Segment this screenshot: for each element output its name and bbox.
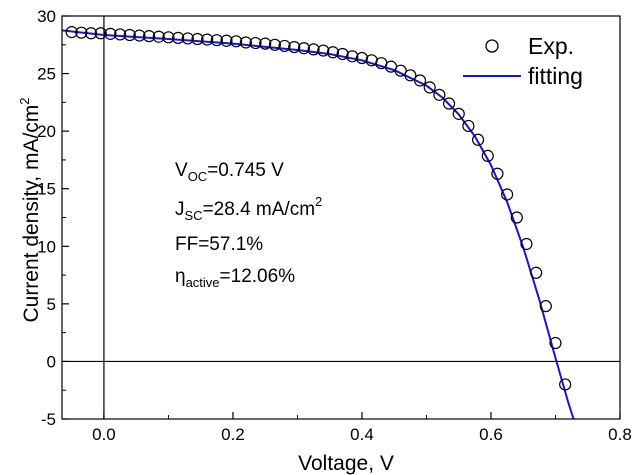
exp-data-point: [297, 42, 311, 55]
annotation-voc: VOC=0.745 V: [175, 160, 284, 184]
exp-data-point: [133, 29, 146, 42]
axis-tick-labels: 0.0 0.2 0.4 0.6 0.8 -5 0 5 10 15 20 25 30: [37, 7, 632, 444]
annotation-voc-main: V: [175, 160, 188, 181]
fitting-line: [61, 29, 575, 420]
annotation-jsc: JSC=28.4 mA/cm2: [175, 194, 322, 223]
y-axis-title: Current density, mA/cm2: [17, 97, 43, 322]
x-tick-label: 0.6: [479, 425, 503, 444]
exp-data-point: [452, 107, 465, 120]
exp-data-point: [210, 34, 223, 47]
y-tick-label: 15: [37, 180, 56, 199]
annotation-eta: ηactive=12.06%: [175, 266, 295, 290]
exp-series: [65, 26, 572, 391]
exp-data-point: [123, 28, 136, 42]
exp-data-point: [346, 50, 359, 63]
annotation-eta-value: =12.06%: [220, 266, 296, 287]
x-tick-label: 0.4: [350, 425, 374, 444]
y-axis-title-main: Current density, mA/cm: [20, 105, 43, 323]
legend: Exp. fitting: [463, 33, 583, 89]
exp-data-point: [239, 36, 252, 49]
exp-data-point: [104, 27, 117, 40]
exp-data-point: [268, 38, 281, 51]
exp-data-point: [191, 32, 204, 46]
exp-data-point: [162, 31, 175, 44]
y-axis-title-sup: 2: [17, 97, 32, 104]
annotation-block: VOC=0.745 V JSC=28.4 mA/cm2 FF=57.1% ηac…: [175, 160, 322, 290]
exp-data-point: [65, 26, 78, 39]
legend-fit-label: fitting: [528, 63, 583, 89]
legend-exp-marker: [485, 39, 499, 53]
reference-lines: [62, 16, 620, 419]
exp-data-point: [94, 27, 107, 40]
exp-data-point: [413, 74, 427, 87]
exp-data-point: [442, 97, 456, 110]
exp-data-point: [307, 43, 320, 56]
exp-data-point: [336, 47, 349, 61]
exp-data-point: [462, 119, 475, 133]
y-tick-label: 30: [37, 7, 56, 26]
annotation-eta-sub: active: [186, 275, 220, 290]
exp-data-point: [278, 39, 291, 53]
exp-data-point: [249, 36, 262, 50]
x-tick-label: 0.0: [92, 425, 116, 444]
exp-data-point: [549, 336, 562, 350]
exp-data-point: [491, 167, 504, 180]
legend-exp-label: Exp.: [528, 33, 574, 59]
exp-data-point: [501, 188, 514, 201]
exp-data-point: [559, 378, 572, 391]
y-tick-label: 20: [37, 122, 56, 141]
exp-data-point: [181, 32, 194, 45]
exp-data-point: [326, 46, 340, 59]
annotation-voc-value: =0.745 V: [207, 160, 284, 181]
exp-data-point: [481, 149, 494, 162]
exp-data-point: [355, 51, 369, 65]
y-tick-label: -5: [41, 410, 56, 429]
exp-data-point: [142, 30, 156, 43]
exp-data-point: [394, 64, 407, 77]
y-tick-label: 5: [47, 295, 56, 314]
x-axis-title: Voltage, V: [298, 452, 394, 475]
annotation-voc-sub: OC: [188, 169, 208, 184]
exp-data-point: [520, 237, 533, 251]
exp-data-point: [75, 26, 88, 39]
fitting-series: [61, 29, 575, 420]
annotation-ff: FF=57.1%: [175, 234, 263, 255]
exp-data-point: [152, 30, 165, 43]
annotation-jsc-value: =28.4 mA/cm: [203, 199, 315, 220]
y-tick-label: 10: [37, 237, 56, 256]
y-tick-label: 0: [47, 352, 56, 371]
annotation-eta-main: η: [175, 266, 186, 287]
annotation-jsc-sub: SC: [185, 208, 203, 223]
exp-data-point: [539, 300, 552, 313]
annotation-jsc-sup: 2: [315, 194, 322, 209]
exp-data-point: [113, 28, 127, 41]
exp-data-point: [172, 31, 185, 44]
x-tick-label: 0.2: [221, 425, 245, 444]
plot-frame: [61, 15, 621, 420]
y-tick-label: 25: [37, 65, 56, 84]
exp-data-point: [433, 88, 446, 101]
exp-data-point: [317, 44, 330, 57]
exp-data-point: [530, 266, 543, 279]
exp-data-point: [259, 37, 272, 50]
exp-data-point: [288, 40, 301, 54]
exp-data-point: [84, 27, 98, 40]
annotation-jsc-main: J: [175, 199, 185, 220]
exp-data-point: [510, 211, 523, 224]
exp-data-point: [423, 81, 436, 94]
x-tick-label: 0.8: [608, 425, 632, 444]
exp-data-point: [471, 133, 485, 146]
exp-data-point: [230, 35, 243, 48]
exp-data-point: [201, 33, 214, 46]
exp-data-point: [404, 69, 417, 82]
exp-data-point: [220, 34, 233, 47]
